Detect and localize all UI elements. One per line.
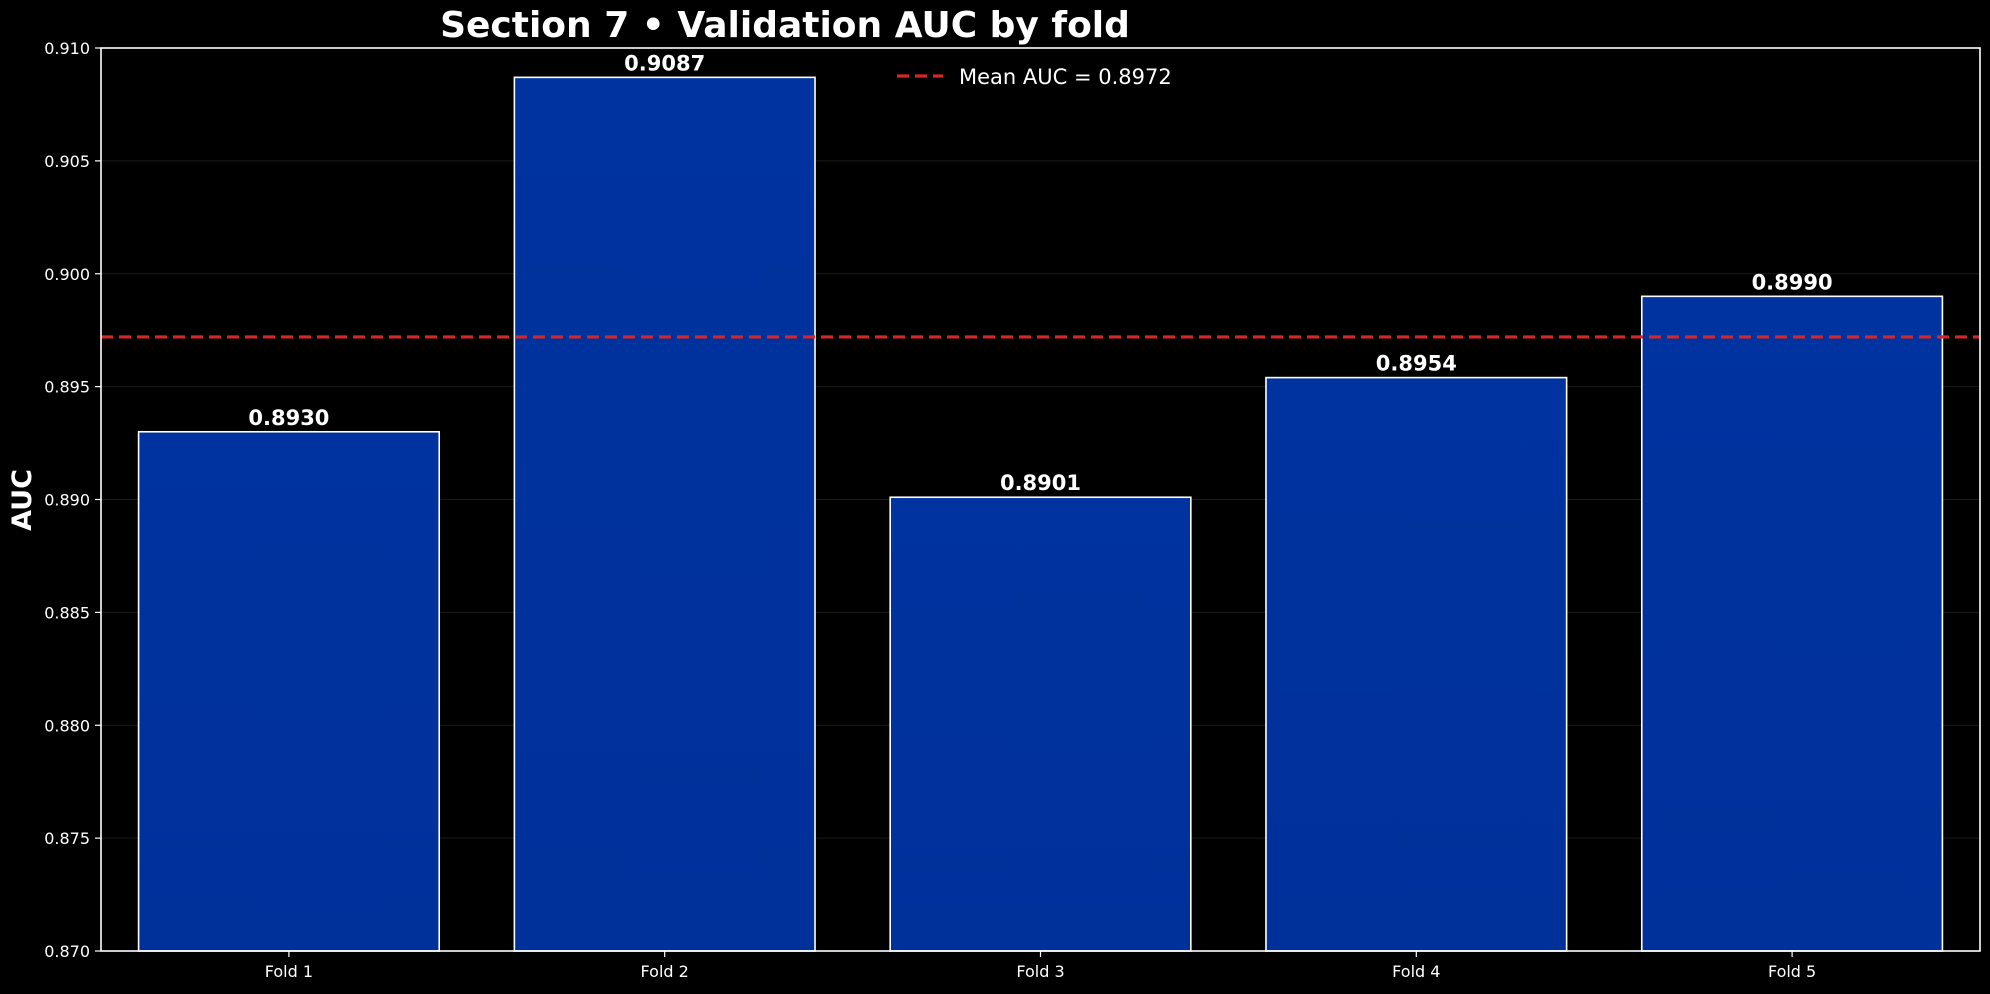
y-tick-label: 0.885 xyxy=(44,603,90,622)
y-tick-label: 0.890 xyxy=(44,491,90,510)
y-tick-label: 0.905 xyxy=(44,152,90,171)
x-tick-label: Fold 1 xyxy=(265,962,313,981)
bar-fold-2 xyxy=(513,76,816,952)
y-tick-label: 0.870 xyxy=(44,942,90,961)
y-tick-label: 0.880 xyxy=(44,716,90,735)
y-axis: 0.870 0.875 0.880 0.885 0.890 0.895 0.900 0.905… xyxy=(44,39,101,961)
bar-value-label: 0.8901 xyxy=(1000,471,1081,495)
y-tick-label: 0.900 xyxy=(44,265,90,284)
y-tick-label: 0.895 xyxy=(44,378,90,397)
bar-value-label: 0.8954 xyxy=(1376,352,1457,376)
y-tick-label: 0.875 xyxy=(44,829,90,848)
bar-fold-1 xyxy=(137,430,441,952)
legend-mean-label: Mean AUC = 0.8972 xyxy=(959,65,1172,89)
value-labels-layer: 0.8930 0.9087 0.8901 0.8954 0.8990 xyxy=(248,51,1832,495)
y-axis-label: AUC xyxy=(7,469,38,531)
bar-fold-3 xyxy=(889,496,1192,952)
legend: Mean AUC = 0.8972 xyxy=(897,65,1172,89)
x-tick-label: Fold 5 xyxy=(1768,962,1816,981)
bars-layer xyxy=(137,76,1944,952)
bar-fold-5 xyxy=(1640,295,1944,952)
x-tick-label: Fold 2 xyxy=(641,962,689,981)
bar-value-label: 0.8930 xyxy=(248,406,329,430)
bar-value-label: 0.8990 xyxy=(1752,270,1833,294)
bar-value-label: 0.9087 xyxy=(624,51,705,75)
chart-title: Section 7 • Validation AUC by fold xyxy=(440,5,1130,46)
x-tick-label: Fold 4 xyxy=(1392,962,1440,981)
x-axis: Fold 1 Fold 2 Fold 3 Fold 4 Fold 5 xyxy=(265,951,1816,981)
bar-fold-4 xyxy=(1265,376,1568,952)
x-tick-label: Fold 3 xyxy=(1016,962,1064,981)
y-tick-label: 0.910 xyxy=(44,39,90,58)
